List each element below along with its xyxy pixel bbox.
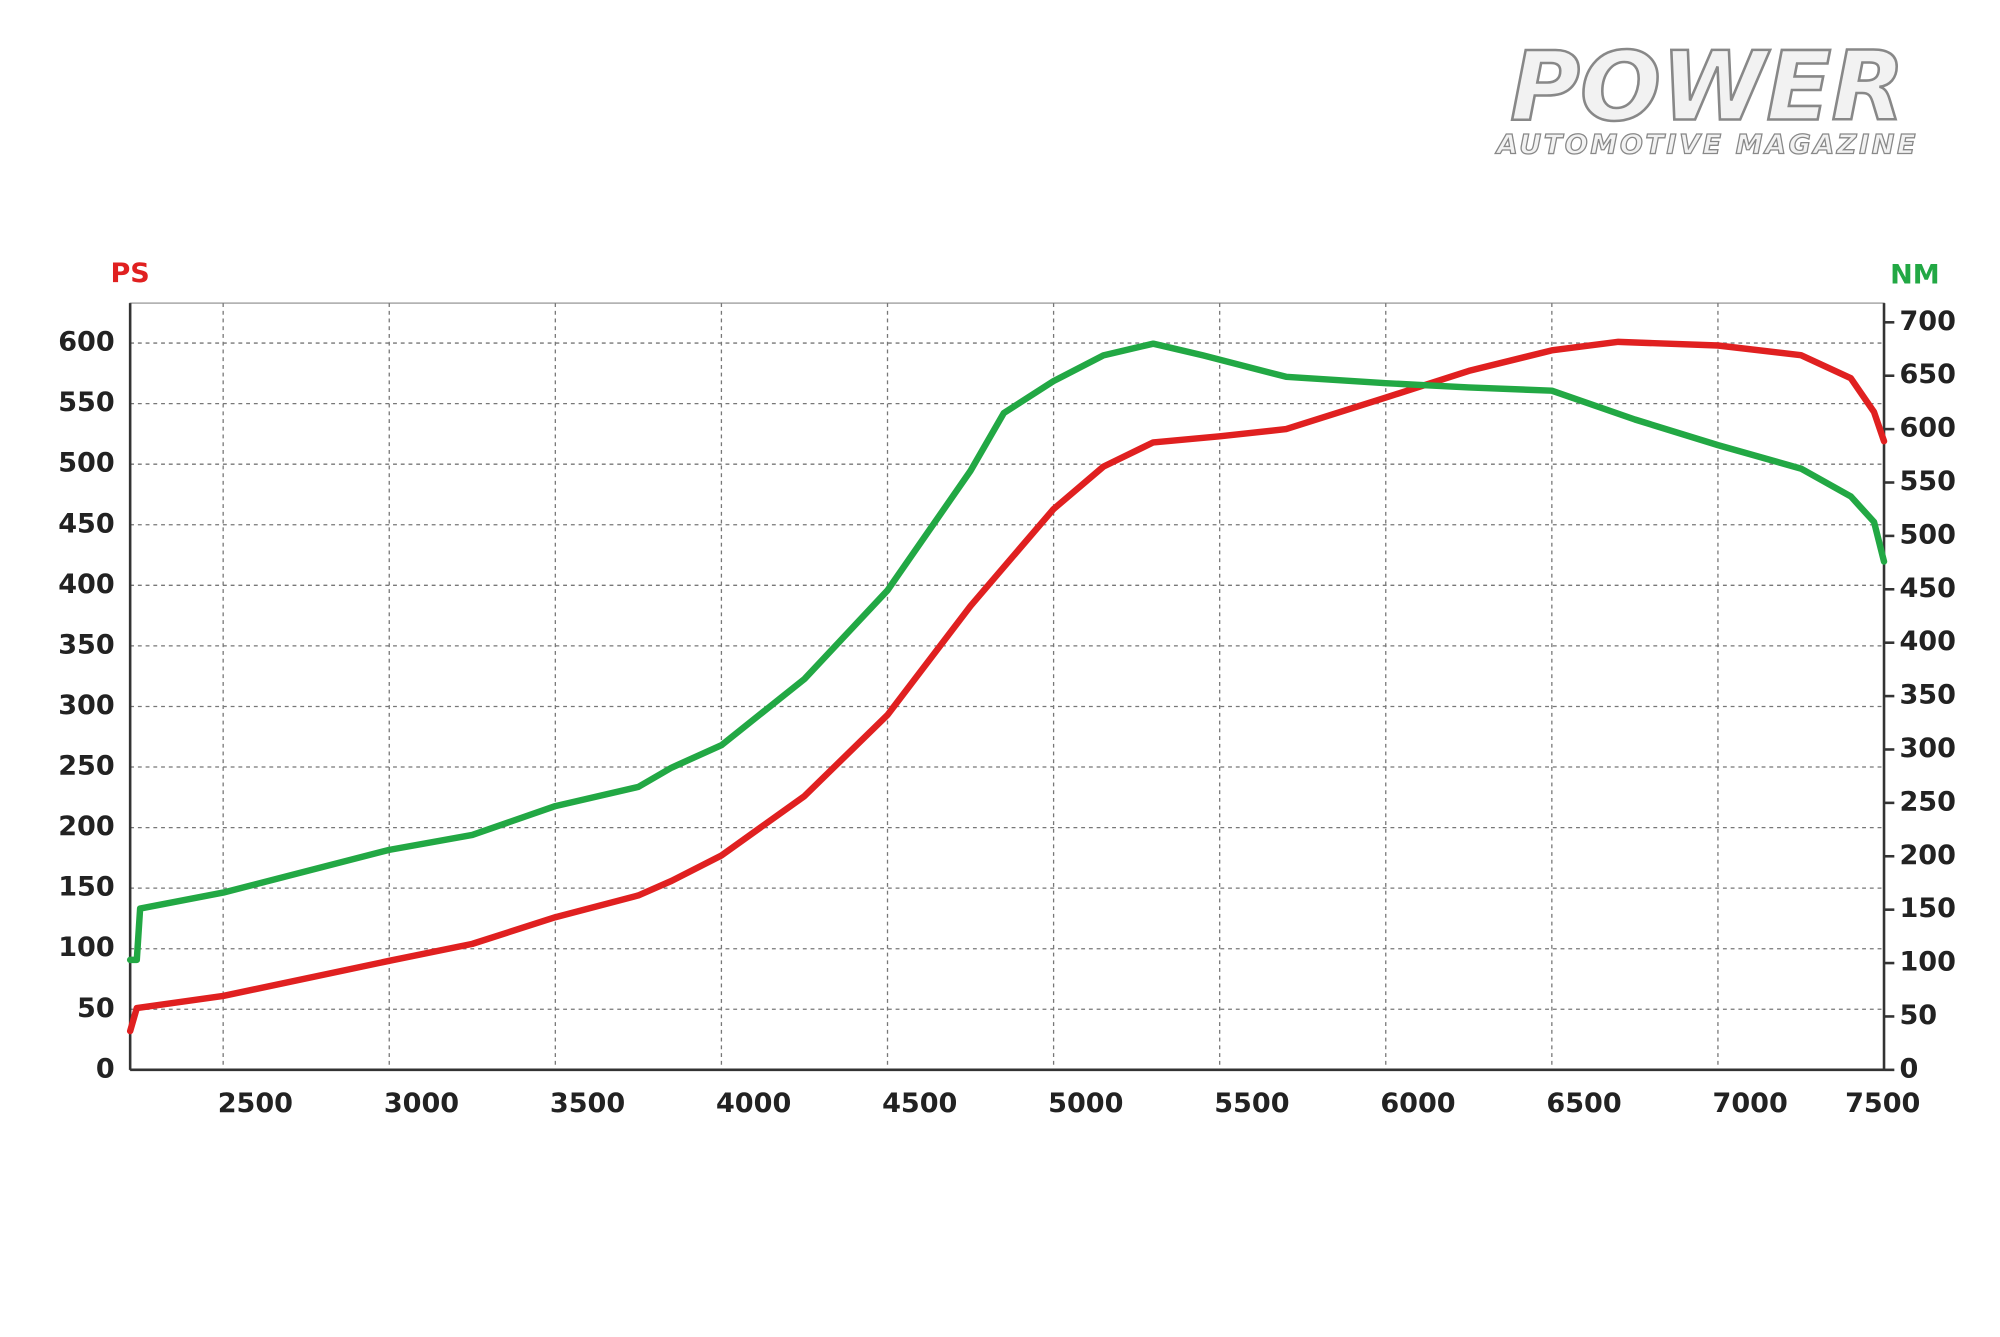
y2-tick-label: 650 bbox=[1899, 359, 1955, 390]
y-tick-label: 300 bbox=[58, 690, 114, 721]
x-tick-label: 3000 bbox=[384, 1088, 459, 1119]
line-series bbox=[126, 338, 1888, 1035]
x-tick-label: 7500 bbox=[1845, 1088, 1920, 1119]
y-tick-label: 550 bbox=[58, 387, 114, 418]
x-tick-label: 5500 bbox=[1214, 1088, 1289, 1119]
y-tick-label: 500 bbox=[58, 448, 114, 479]
x-tick-label: 6000 bbox=[1380, 1088, 1455, 1119]
brand-name: POWER bbox=[1510, 31, 1905, 142]
y2-tick-label: 600 bbox=[1899, 413, 1955, 444]
y2-tick-label: 300 bbox=[1899, 733, 1955, 764]
y2-tick-label: 450 bbox=[1899, 573, 1955, 604]
y2-tick-label: 200 bbox=[1899, 840, 1955, 871]
x-tick-label: 3500 bbox=[550, 1088, 625, 1119]
y-tick-label: 200 bbox=[58, 811, 114, 842]
x-tick-label: 5000 bbox=[1048, 1088, 1123, 1119]
y2-axis-label: NM bbox=[1890, 260, 1940, 291]
x-tick-label: 4000 bbox=[716, 1088, 791, 1119]
y2-tick-label: 500 bbox=[1899, 519, 1955, 550]
x-tick-label: 6500 bbox=[1546, 1088, 1621, 1119]
y2-tick-label: 250 bbox=[1899, 786, 1955, 817]
y2-tick-label: 550 bbox=[1899, 466, 1955, 497]
y2-tick-label: 400 bbox=[1899, 626, 1955, 657]
x-tick-label: 4500 bbox=[882, 1088, 957, 1119]
y-axis-label: PS bbox=[110, 258, 149, 289]
y-tick-label: 150 bbox=[58, 872, 114, 903]
y2-tick-label: 100 bbox=[1899, 947, 1955, 978]
y-tick-label: 250 bbox=[58, 751, 114, 782]
y2-tick-label: 700 bbox=[1899, 306, 1955, 337]
plot-area bbox=[129, 302, 1885, 1071]
y2-tick-label: 150 bbox=[1899, 893, 1955, 924]
y-tick-label: 400 bbox=[58, 569, 114, 600]
x-tick-label: 2500 bbox=[218, 1088, 293, 1119]
y2-tick-label: 0 bbox=[1899, 1053, 1918, 1084]
y-tick-label: 50 bbox=[77, 993, 115, 1024]
y-tick-label: 100 bbox=[58, 932, 114, 963]
x-tick-label: 7000 bbox=[1713, 1088, 1788, 1119]
line-series bbox=[126, 340, 1888, 964]
y-tick-label: 0 bbox=[96, 1053, 115, 1084]
y-tick-label: 450 bbox=[58, 508, 114, 539]
y-tick-label: 350 bbox=[58, 629, 114, 660]
y2-tick-label: 350 bbox=[1899, 680, 1955, 711]
brand-tagline: AUTOMOTIVE MAGAZINE bbox=[1495, 129, 1918, 160]
y-tick-label: 600 bbox=[58, 327, 114, 358]
y2-tick-label: 50 bbox=[1899, 1000, 1937, 1031]
